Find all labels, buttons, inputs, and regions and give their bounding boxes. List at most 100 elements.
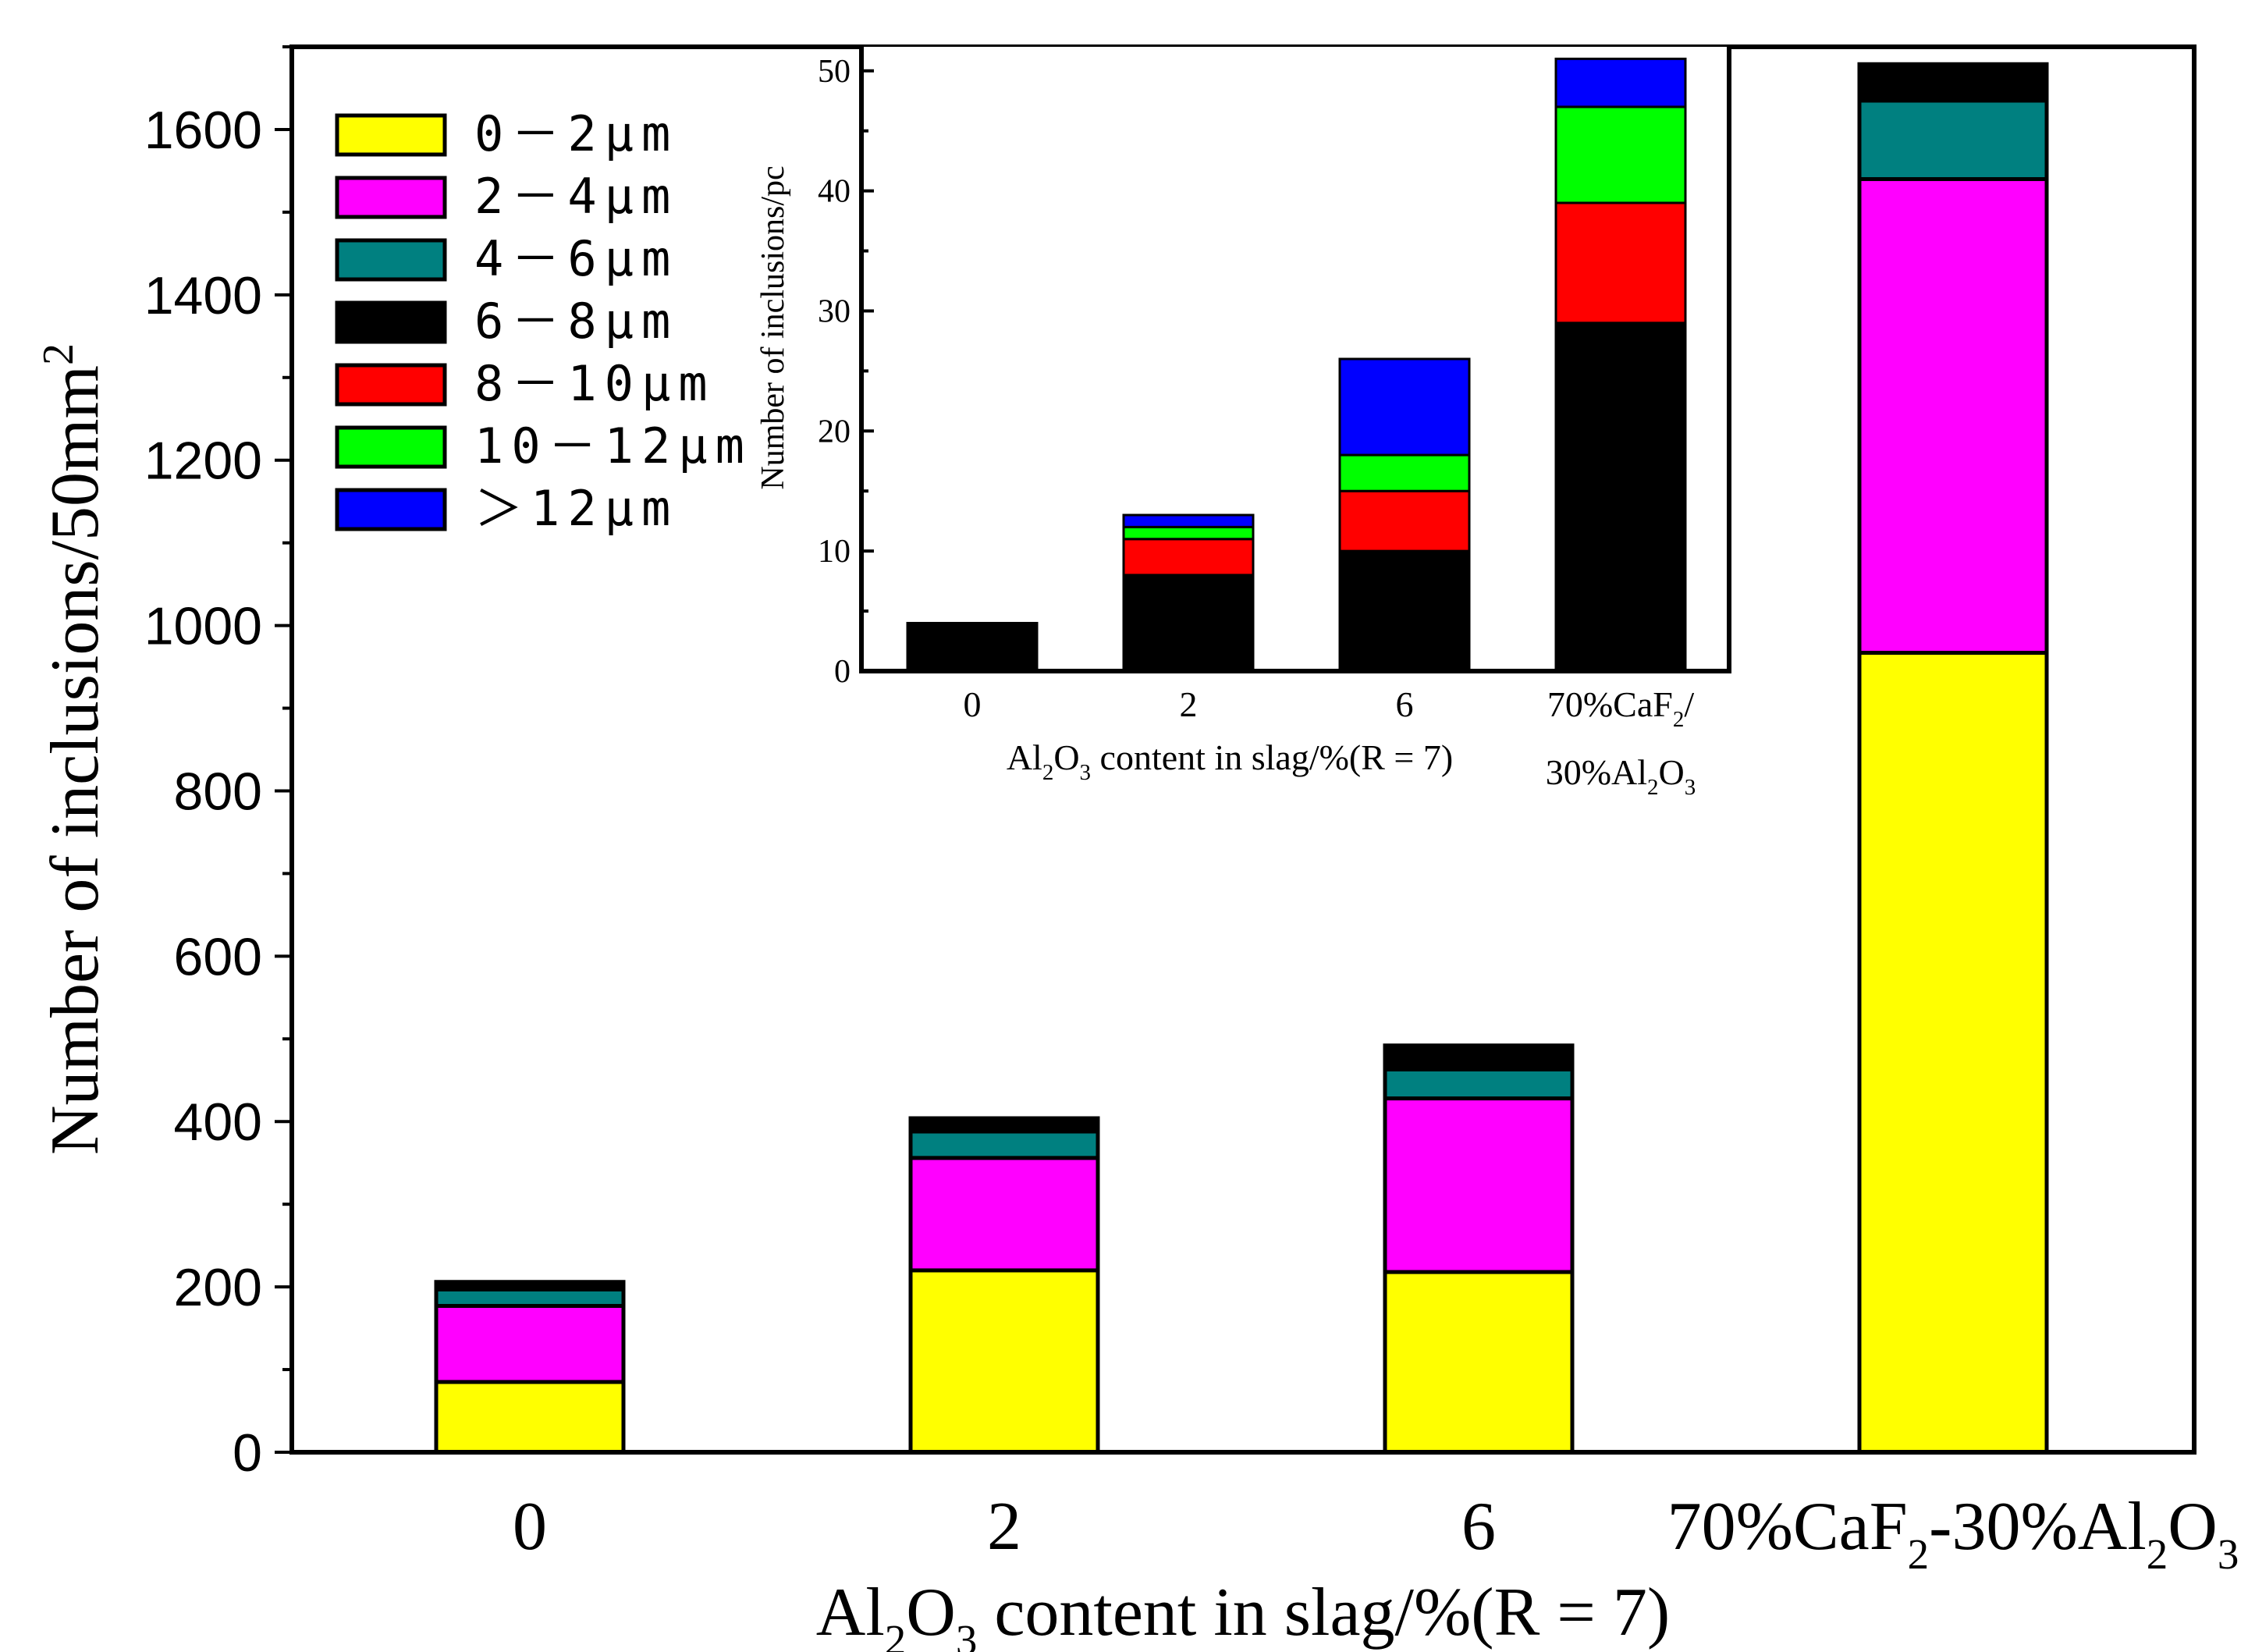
legend-label: 8－10μm [474, 355, 716, 412]
bar-segment [434, 1280, 626, 1291]
label-text: 6 [1461, 1489, 1496, 1565]
y-tick-label: 0 [233, 1423, 262, 1483]
bar-segment [1857, 177, 2049, 655]
legend-swatch [335, 238, 447, 282]
x-tick-label: 0 [513, 1489, 547, 1565]
x-tick-label: 70%CaF2-30%Al2O3 [1667, 1489, 2239, 1578]
label-text: Al [1007, 737, 1042, 777]
label-text: 70%CaF [1667, 1489, 1908, 1565]
label-text: O [2168, 1489, 2218, 1565]
inset-axes [859, 47, 1731, 673]
legend-swatch [335, 176, 447, 219]
legend-label: 2－4μm [474, 168, 678, 225]
label-text: O [1053, 737, 1079, 777]
label-subscript: 2 [1908, 1530, 1930, 1578]
inset-bar-segment [1338, 357, 1471, 457]
bar-segment [434, 1380, 626, 1455]
label-text: 30%Al [1546, 752, 1647, 792]
bar-segment [1383, 1270, 1575, 1455]
label-subscript: 2 [2147, 1530, 2168, 1578]
inset-bar-segment [1554, 201, 1687, 325]
x-axis-label: Al2O3 content in slag/%(R = 7) [816, 1575, 1670, 1652]
inset-bar-segment [1122, 538, 1255, 577]
legend-swatch [335, 363, 447, 407]
inset-bar-segment [1338, 489, 1471, 552]
inset-x-tick-label: 6 [1396, 684, 1414, 724]
bar-segment [908, 1156, 1100, 1273]
y-tick-label: 600 [174, 927, 262, 986]
label-subscript: 3 [956, 1616, 978, 1652]
y-tick-label: 200 [174, 1258, 262, 1317]
legend-label: 10－12μm [474, 417, 752, 474]
legend-label: 0－2μm [474, 105, 678, 162]
x-tick-label: 2 [987, 1489, 1021, 1565]
inset-bar-segment [1122, 513, 1255, 528]
inset-bar-segment [1338, 453, 1471, 492]
label-text: O [1659, 752, 1685, 792]
legend-swatch [335, 300, 447, 344]
label-text: O [906, 1575, 956, 1650]
inset-x-tick-label: 30%Al2O3 [1546, 752, 1696, 800]
y-tick-label: 1600 [144, 101, 262, 160]
bar-segment [908, 1116, 1100, 1134]
inset-bar-segment [1554, 57, 1687, 108]
inset-y-axis-label: Number of inclusions/pc [755, 165, 791, 489]
label-subscript: 2 [1673, 707, 1685, 732]
inset-y-tick-label: 0 [834, 654, 851, 690]
legend-label: 6－8μm [474, 293, 678, 350]
y-tick-label: 400 [174, 1092, 262, 1152]
label-text: 0 [513, 1489, 547, 1565]
label-subscript: 2 [1042, 760, 1054, 785]
bar-segment [1857, 68, 2049, 103]
label-text: / [1684, 684, 1694, 724]
y-tick-label: 1000 [144, 597, 262, 656]
bar-segment [1383, 1067, 1575, 1101]
inset-bar-segment [906, 621, 1039, 673]
label-text: 0 [964, 684, 982, 724]
label-subscript: 2 [1647, 775, 1659, 800]
label-text: 2 [987, 1489, 1021, 1565]
y-axis-label: Number of inclusions/50mm2 [34, 343, 113, 1155]
label-text: 6 [1396, 684, 1414, 724]
legend-swatch [335, 488, 447, 531]
legend-label: 4－6μm [474, 230, 678, 287]
inset-y-tick-label: 50 [818, 54, 851, 90]
label-text: Number of inclusions/50mm [37, 365, 113, 1155]
inset-bar-segment [1338, 549, 1471, 673]
inset-bar-segment [1122, 525, 1255, 541]
inset-x-axis-label: Al2O3 content in slag/%(R = 7) [1007, 737, 1453, 785]
label-subscript: 2 [885, 1616, 907, 1652]
inset-y-tick-label: 20 [818, 414, 851, 449]
bar-segment [434, 1287, 626, 1308]
label-text: Al [816, 1575, 885, 1650]
bar-segment [1383, 1096, 1575, 1274]
bar-segment [908, 1268, 1100, 1455]
label-text: content in slag/%(R = 7) [1091, 737, 1453, 777]
label-subscript: 3 [1685, 775, 1696, 800]
bar-segment [908, 1129, 1100, 1160]
inset-x-tick-label: 0 [964, 684, 982, 724]
bar-segment [1383, 1046, 1575, 1071]
inset-x-tick-label: 2 [1180, 684, 1198, 724]
label-text: 70%CaF [1547, 684, 1673, 724]
bar-segment [1857, 651, 2049, 1455]
y-tick-label: 1200 [144, 432, 262, 491]
inset-bar-segment [1554, 322, 1687, 673]
bar-segment [1857, 98, 2049, 182]
label-superscript: 2 [34, 343, 83, 365]
legend-swatch [335, 113, 447, 157]
label-text: 2 [1180, 684, 1198, 724]
y-tick-label: 1400 [144, 266, 262, 325]
inset-y-tick-label: 10 [818, 534, 851, 570]
y-tick-label: 800 [174, 762, 262, 821]
inset-x-tick-label: 70%CaF2/ [1547, 684, 1695, 732]
bar-segment [1383, 1043, 1575, 1051]
inset-bar-segment [1554, 105, 1687, 204]
legend-label: ＞12μm [474, 480, 678, 537]
bar-segment [434, 1303, 626, 1384]
label-text: -30%Al [1929, 1489, 2147, 1565]
bar-segment [1857, 62, 2049, 68]
